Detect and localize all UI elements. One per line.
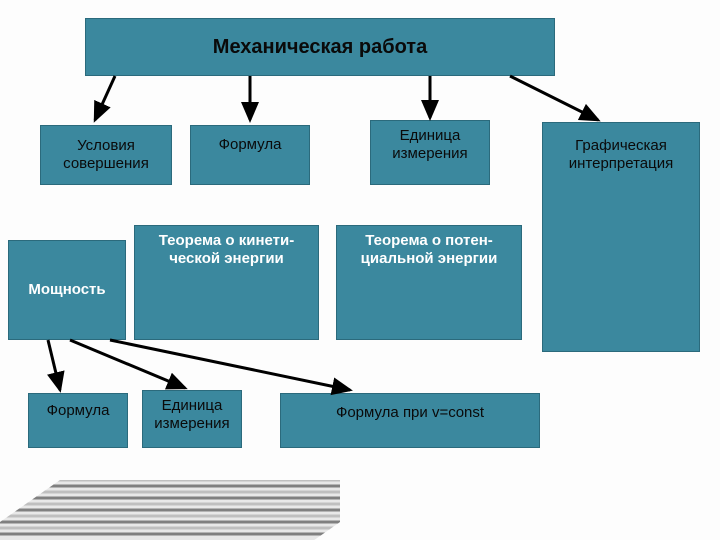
box-label: Формула xyxy=(219,136,282,154)
box-label: Условия совершения xyxy=(47,137,165,173)
box-formula-2: Формула xyxy=(28,393,128,448)
box-label: Единица измерения xyxy=(377,127,483,163)
box-kinetic-theorem: Теорема о кинети- ческой энергии xyxy=(134,225,319,340)
box-power: Мощность xyxy=(8,240,126,340)
box-potential-theorem: Теорема о потен- циальной энергии xyxy=(336,225,522,340)
box-conditions: Условия совершения xyxy=(40,125,172,185)
box-unit-2: Единица измерения xyxy=(142,390,242,448)
floor-decoration xyxy=(0,480,340,540)
box-label: Мощность xyxy=(28,281,105,299)
box-unit-1: Единица измерения xyxy=(370,120,490,185)
box-label: Графическая интерпретация xyxy=(549,137,693,173)
title-text: Механическая работа xyxy=(213,35,427,59)
box-label: Формула xyxy=(47,402,110,420)
box-label: Теорема о потен- циальной энергии xyxy=(361,232,498,268)
box-label: Единица измерения xyxy=(149,397,235,433)
box-formula-1: Формула xyxy=(190,125,310,185)
box-label: Теорема о кинети- ческой энергии xyxy=(159,232,294,268)
box-graph-interpretation: Графическая интерпретация xyxy=(542,122,700,352)
title-box: Механическая работа xyxy=(85,18,555,76)
box-label: Формула при v=const xyxy=(336,404,484,422)
box-formula-vconst: Формула при v=const xyxy=(280,393,540,448)
